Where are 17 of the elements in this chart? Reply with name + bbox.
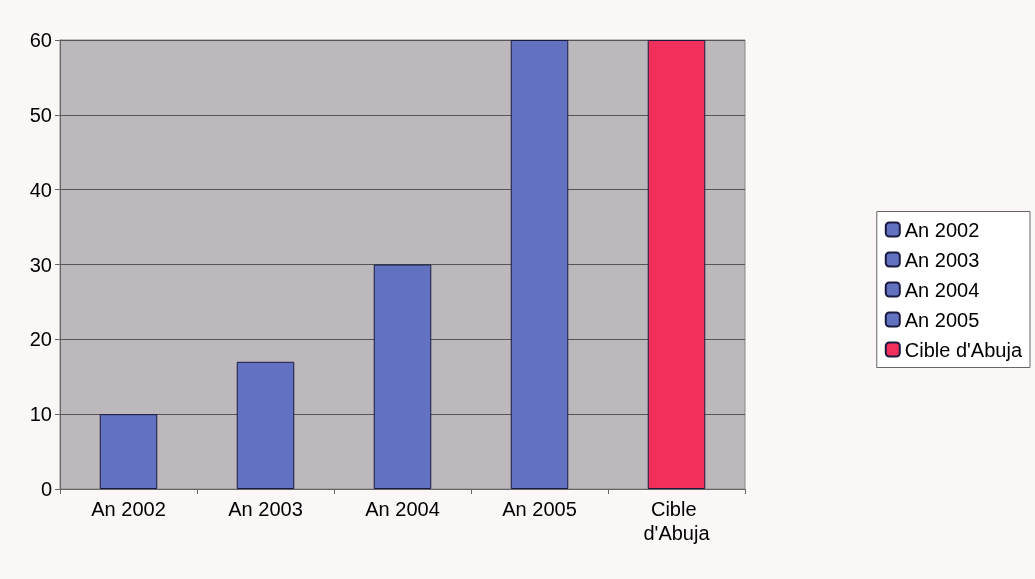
y-tick-label: 10 — [29, 403, 52, 426]
legend-label: An 2005 — [904, 308, 980, 331]
legend-label: An 2002 — [904, 218, 980, 241]
x-tick-label: An 2002 — [91, 498, 166, 520]
y-tick-label: 60 — [29, 29, 52, 51]
y-tick-label: 20 — [29, 328, 52, 351]
x-tick-label: An 2004 — [365, 498, 440, 520]
x-tick-label: Cible d'Abuja — [643, 498, 711, 544]
legend-label: An 2003 — [904, 248, 980, 271]
y-tick-label: 0 — [40, 478, 52, 500]
legend-label: Cible d'Abuja — [904, 338, 1023, 361]
y-tick-label: 40 — [29, 178, 52, 201]
x-tick-label: An 2005 — [502, 498, 577, 520]
y-tick-label: 50 — [29, 103, 52, 126]
x-tick-label: An 2003 — [228, 498, 303, 520]
legend-label: An 2004 — [904, 278, 980, 301]
y-tick-label: 30 — [29, 253, 52, 276]
